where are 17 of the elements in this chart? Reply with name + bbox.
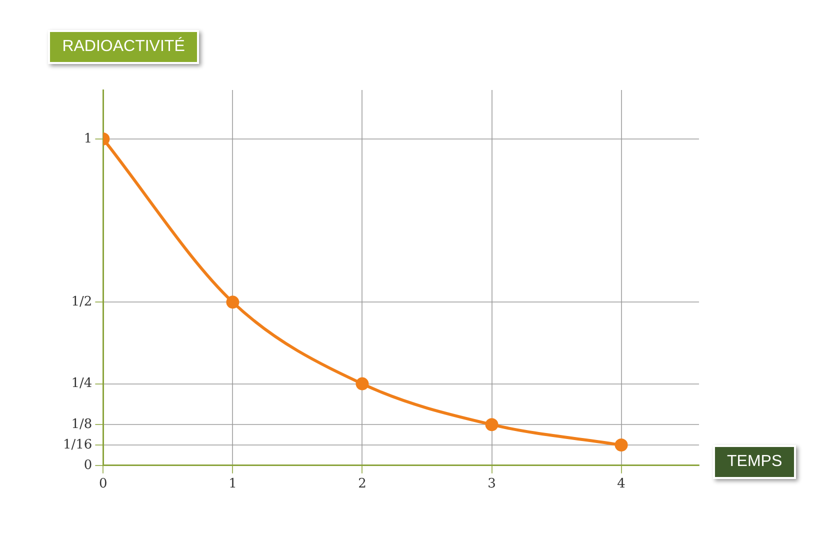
x-tick-label: 0 xyxy=(99,476,108,492)
point xyxy=(226,296,240,309)
point xyxy=(356,377,369,390)
y-axis-title: RADIOACTIVITÉ xyxy=(48,30,199,64)
y-tick-label: 1/2 xyxy=(71,294,92,310)
point xyxy=(614,438,628,452)
x-tick-label: 3 xyxy=(488,476,496,492)
y-tick-label: 0 xyxy=(84,458,92,473)
x-tick-label: 2 xyxy=(358,476,366,492)
y-tick-label: 1/16 xyxy=(62,437,92,452)
x-tick-label: 4 xyxy=(617,476,626,492)
y-tick-label: 1/8 xyxy=(71,416,92,432)
y-tick-label: 1 xyxy=(84,131,92,146)
y-tick-label: 1/4 xyxy=(71,376,92,392)
x-axis-title: TEMPS xyxy=(713,445,796,480)
x-tick-label: 1 xyxy=(228,476,237,492)
point xyxy=(485,418,498,432)
